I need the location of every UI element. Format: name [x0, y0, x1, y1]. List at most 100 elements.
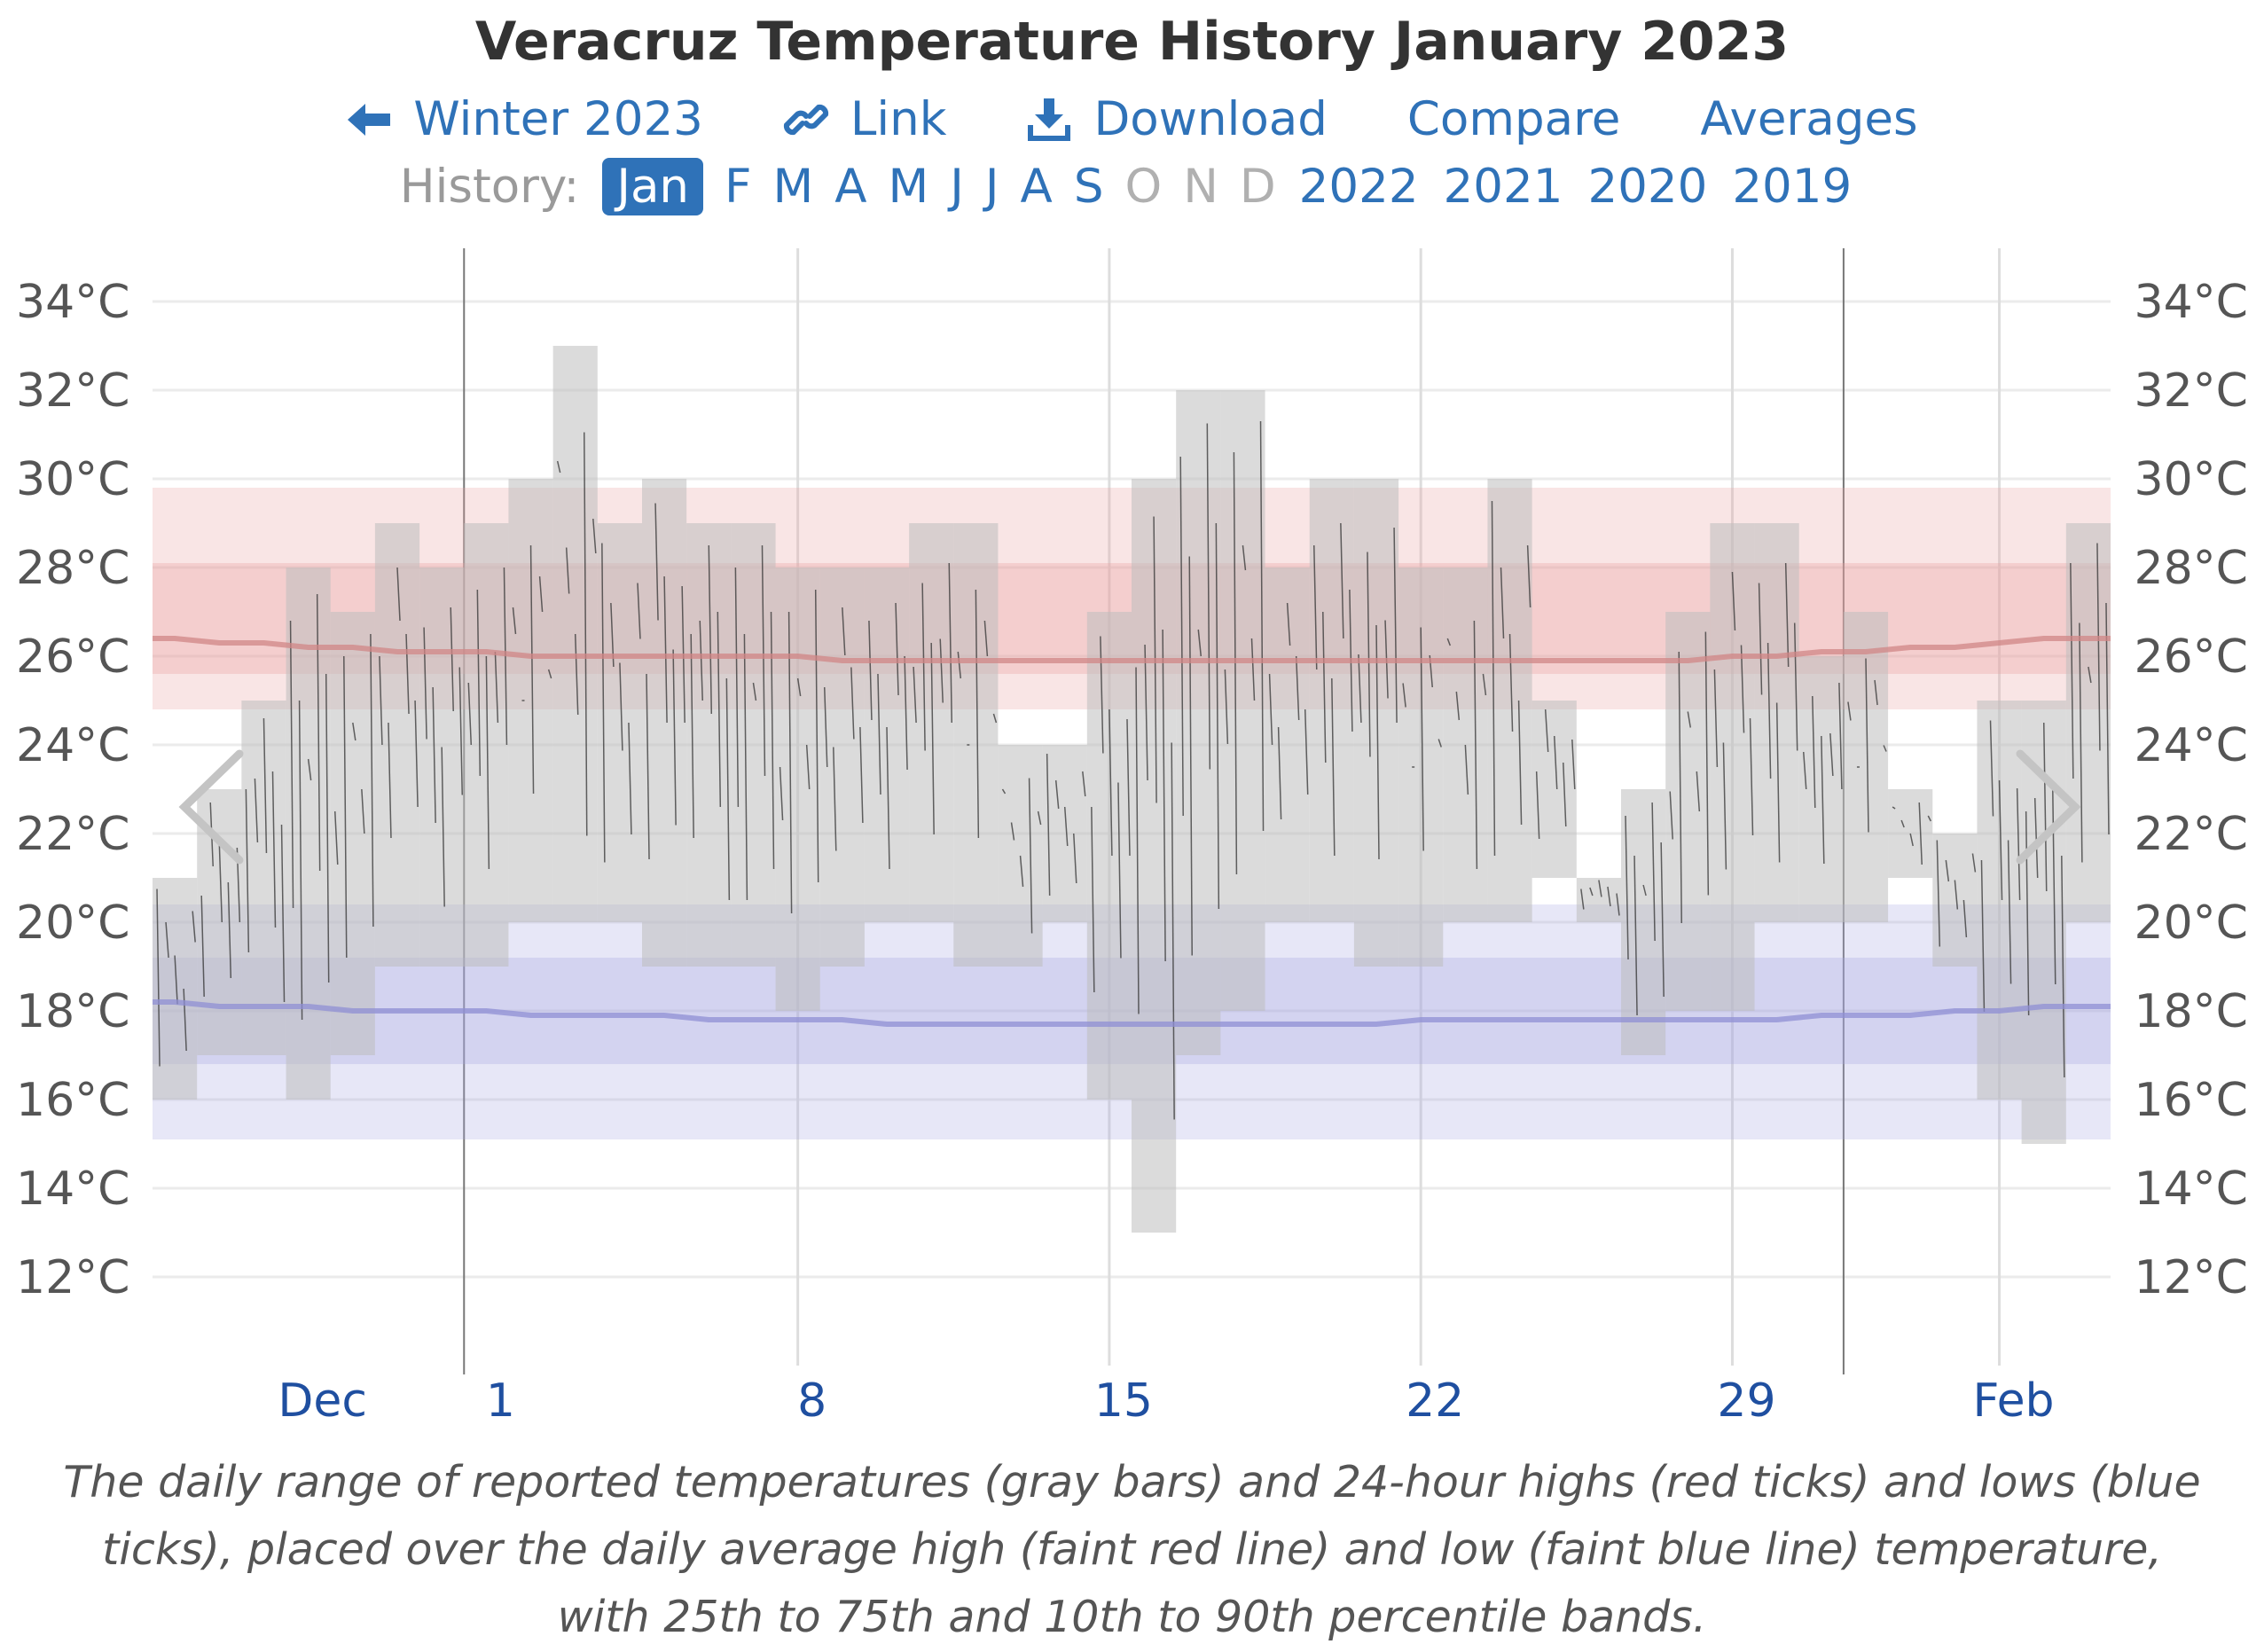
hourly-tick — [1277, 726, 1282, 820]
hourly-tick — [333, 810, 339, 865]
history-month-aug[interactable]: A — [1020, 160, 1053, 214]
hourly-tick — [262, 717, 268, 854]
hourly-tick — [388, 722, 392, 839]
hourly-tick — [1001, 788, 1007, 795]
y-tick-label-left: 20°C — [16, 896, 129, 950]
permalink[interactable]: Link — [783, 92, 947, 146]
hourly-tick — [1784, 562, 1790, 668]
hourly-tick — [565, 547, 570, 594]
hourly-tick — [833, 747, 837, 851]
hourly-tick — [1491, 500, 1496, 857]
x-tick-label: 15 — [1094, 1374, 1153, 1428]
history-month-jul[interactable]: J — [984, 160, 999, 214]
hourly-tick — [1535, 771, 1540, 840]
permalink-label: Link — [850, 92, 947, 146]
hourly-tick — [343, 655, 348, 959]
hourly-tick — [654, 503, 659, 621]
hourly-tick — [1553, 735, 1558, 790]
hourly-tick — [1616, 893, 1620, 916]
history-year-2022[interactable]: 2022 — [1298, 160, 1419, 214]
range-bar — [1621, 789, 1666, 1055]
daily-range-bars — [153, 346, 2111, 1233]
history-month-jun[interactable]: J — [950, 160, 964, 214]
link-icon — [783, 104, 828, 135]
range-bar — [374, 523, 420, 967]
y-tick-label-left: 30°C — [16, 453, 129, 506]
range-bar — [508, 479, 553, 922]
download-link[interactable]: Download — [1026, 92, 1328, 146]
hourly-tick — [717, 611, 722, 808]
hourly-tick — [1625, 815, 1629, 960]
history-month-apr[interactable]: A — [834, 160, 867, 214]
compare-link[interactable]: Compare — [1406, 92, 1621, 146]
hourly-tick — [1571, 739, 1576, 790]
hourly-tick — [1998, 779, 2003, 901]
back-link[interactable]: Winter 2023 — [346, 92, 703, 146]
hourly-tick — [886, 726, 890, 870]
hourly-tick — [254, 778, 259, 843]
hourly-tick — [1144, 644, 1148, 781]
range-bar — [1977, 701, 2022, 1100]
history-month-sep[interactable]: S — [1073, 160, 1104, 214]
x-tick-label: 29 — [1717, 1374, 1775, 1428]
x-tick-label: 1 — [486, 1374, 515, 1428]
averages-link[interactable]: Averages — [1700, 92, 1918, 146]
hourly-tick — [1224, 669, 1229, 745]
hourly-tick — [975, 589, 980, 839]
hourly-tick — [1028, 778, 1033, 934]
hourly-tick — [1749, 717, 1754, 836]
hourly-tick — [1242, 544, 1247, 571]
range-bar — [1576, 878, 1621, 922]
range-bar — [775, 568, 820, 1011]
average-lines — [153, 636, 2111, 1027]
hourly-tick — [1046, 753, 1051, 896]
download-icon — [1028, 98, 1071, 141]
y-tick-label-right: 24°C — [2135, 719, 2248, 772]
hourly-tick — [699, 620, 703, 701]
hourly-tick — [1455, 691, 1461, 721]
hourly-tick — [2096, 543, 2101, 751]
history-month-jan[interactable]: Jan — [602, 158, 704, 215]
history-month-oct: O — [1124, 160, 1163, 214]
hourly-tick — [1367, 552, 1371, 757]
hourly-tick — [538, 575, 544, 613]
range-bar — [1798, 656, 1844, 922]
x-tick-label: 22 — [1406, 1374, 1464, 1428]
y-tick-label-left: 34°C — [16, 276, 129, 329]
hourly-tick — [476, 589, 482, 777]
hourly-tick — [1865, 658, 1869, 833]
history-month-mar[interactable]: M — [772, 160, 814, 214]
hourly-tick — [1829, 732, 1834, 777]
history-year-2019[interactable]: 2019 — [1732, 160, 1853, 214]
history-year-2020[interactable]: 2020 — [1587, 160, 1708, 214]
history-month-dec: D — [1239, 160, 1276, 214]
range-bar — [1710, 523, 1755, 1011]
hourly-tick — [725, 677, 731, 901]
hourly-tick — [743, 633, 748, 901]
hourly-tick — [183, 988, 187, 1052]
history-month-feb[interactable]: F — [725, 160, 752, 214]
history-month-may[interactable]: M — [888, 160, 929, 214]
hourly-tick — [2105, 602, 2110, 835]
hourly-tick — [1883, 745, 1887, 752]
range-bar — [197, 789, 242, 1055]
hourly-tick — [1642, 884, 1647, 896]
hourly-tick — [1250, 638, 1256, 701]
hourly-tick — [467, 682, 473, 746]
hourly-tick — [1580, 889, 1585, 910]
x-tick-label: Dec — [278, 1374, 367, 1428]
hourly-tick — [948, 562, 953, 724]
prev-arrow[interactable] — [178, 749, 244, 865]
hourly-tick — [877, 673, 881, 795]
hourly-tick — [2042, 722, 2048, 892]
next-arrow[interactable] — [2016, 749, 2081, 865]
history-year-2021[interactable]: 2021 — [1443, 160, 1563, 214]
range-bar — [1220, 390, 1265, 1011]
range-bar — [1888, 789, 1933, 878]
hourly-tick — [1927, 815, 1931, 822]
y-tick-label-right: 18°C — [2135, 985, 2248, 1038]
hourly-tick — [1464, 744, 1469, 795]
hourly-tick — [690, 633, 694, 839]
hourly-tick — [1936, 840, 1941, 947]
axis-labels: 12°C 12°C 14°C 14°C 16°C 16°C 18°C 18°C 20°C 20°C… — [16, 276, 2248, 1428]
